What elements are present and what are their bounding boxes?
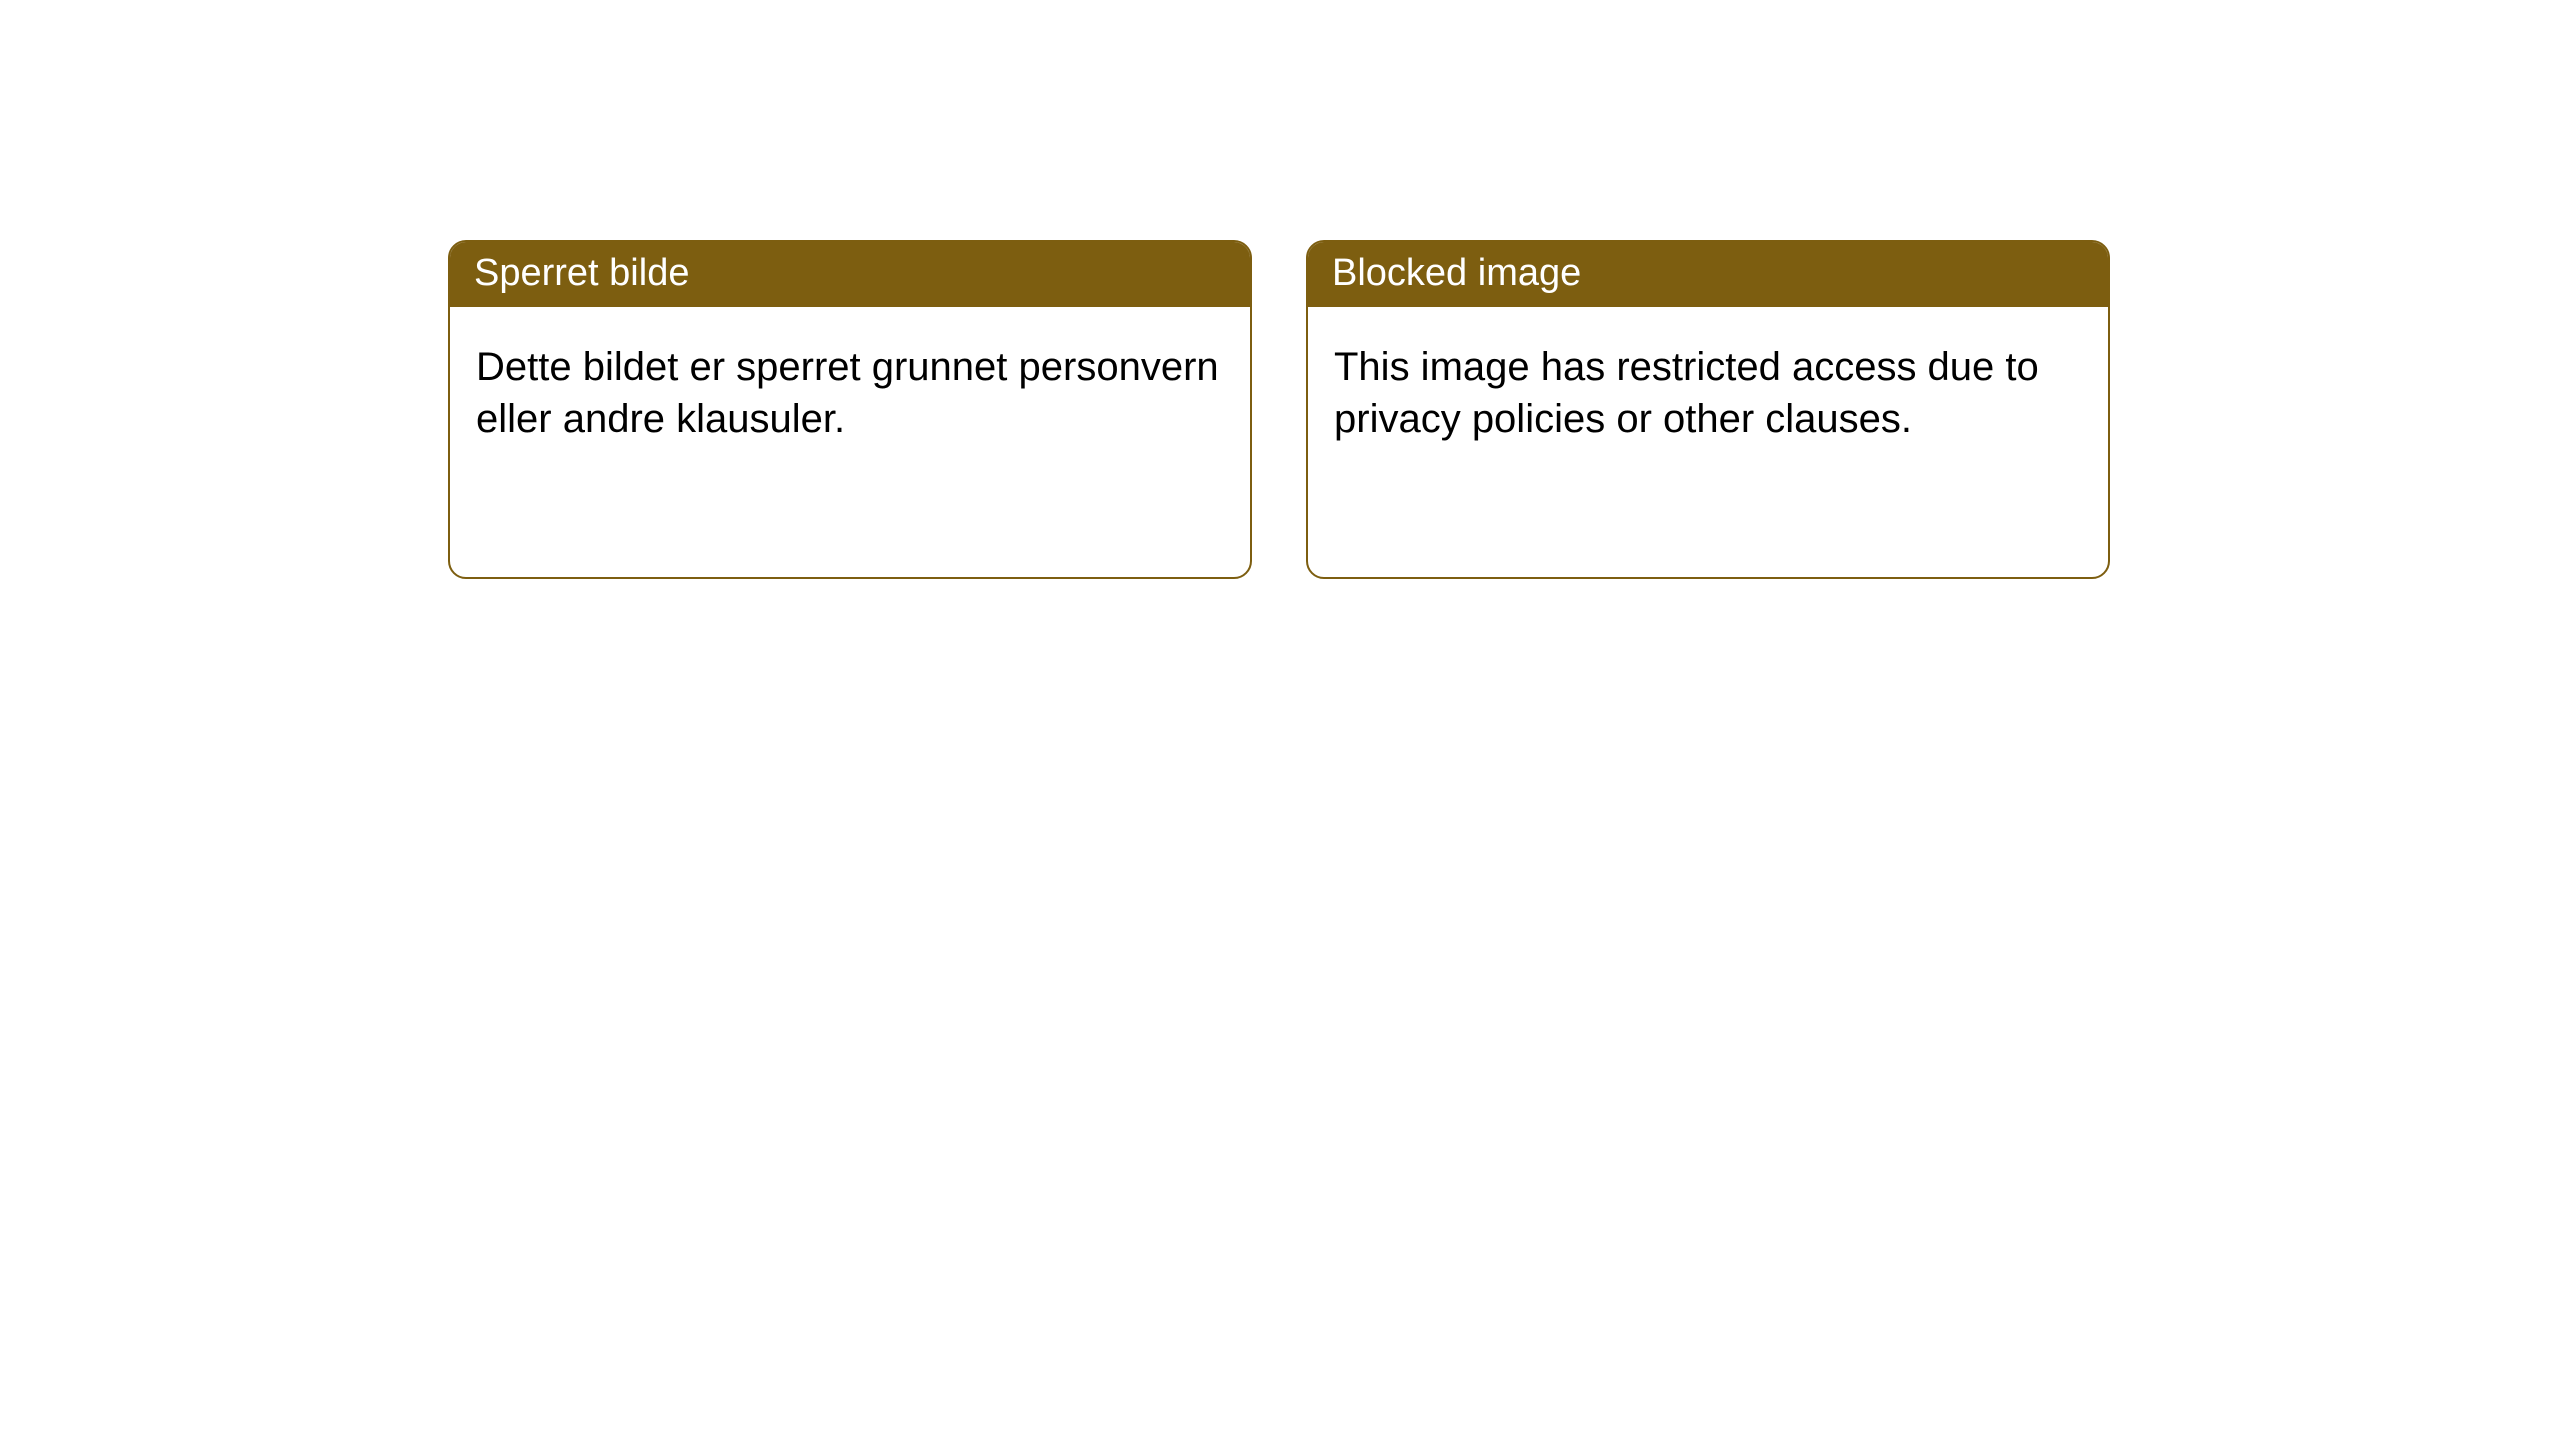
notice-body-text: This image has restricted access due to … bbox=[1334, 345, 2039, 441]
notice-body-text: Dette bildet er sperret grunnet personve… bbox=[476, 345, 1219, 441]
notice-header: Blocked image bbox=[1308, 242, 2108, 307]
notices-container: Sperret bilde Dette bildet er sperret gr… bbox=[448, 240, 2110, 579]
notice-body: Dette bildet er sperret grunnet personve… bbox=[450, 307, 1250, 577]
notice-title: Sperret bilde bbox=[474, 252, 689, 294]
notice-box-english: Blocked image This image has restricted … bbox=[1306, 240, 2110, 579]
notice-box-norwegian: Sperret bilde Dette bildet er sperret gr… bbox=[448, 240, 1252, 579]
notice-body: This image has restricted access due to … bbox=[1308, 307, 2108, 577]
notice-header: Sperret bilde bbox=[450, 242, 1250, 307]
notice-title: Blocked image bbox=[1332, 252, 1581, 294]
